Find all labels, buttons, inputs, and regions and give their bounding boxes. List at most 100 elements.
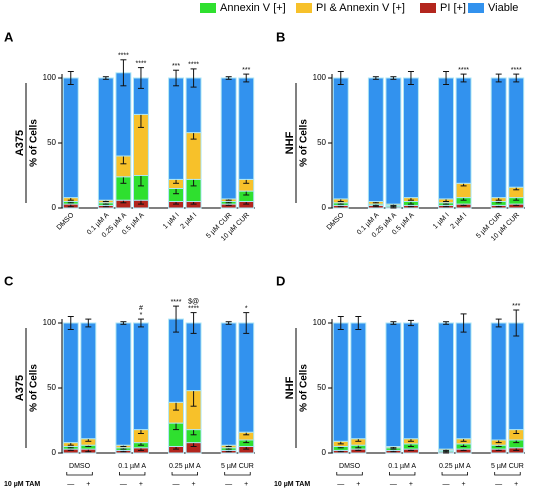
bar-segment: [97, 77, 114, 201]
error-bar: [407, 71, 414, 85]
error-bar: [495, 73, 502, 83]
panel-letter: C: [4, 273, 14, 288]
group-label: 5 µM CUR: [221, 463, 254, 470]
treatment-sign: —: [120, 481, 127, 488]
bar-segment: [80, 322, 97, 440]
significance: ***: [242, 67, 250, 74]
significance: ****: [188, 305, 199, 312]
error-bar: [390, 76, 397, 80]
cell-line: NHF: [284, 376, 296, 399]
legend-swatch: [200, 3, 216, 13]
group-bracket: [441, 472, 468, 476]
error-bar: [102, 76, 109, 80]
bar-segment: [220, 322, 237, 446]
group-label: 0.1 µM A: [388, 463, 416, 470]
group-bracket: [171, 472, 198, 476]
legend-swatch: [468, 3, 484, 13]
y-tick-label: 50: [47, 138, 56, 147]
bar-segment: [490, 77, 507, 199]
error-bar: [372, 76, 379, 80]
legend-label: Annexin V [+]: [220, 2, 286, 14]
x-tick-label: DMSO: [56, 211, 76, 231]
y-tick-label: 0: [322, 203, 327, 212]
error-bar: [355, 316, 362, 330]
group-label: 0.25 µM A: [169, 463, 201, 470]
significance: ****: [118, 53, 129, 60]
error-bar: [513, 309, 520, 337]
error-bar: [225, 321, 232, 325]
treatment-sign: —: [173, 481, 180, 488]
y-tick-label: 100: [43, 318, 57, 327]
treatment-sign: —: [67, 481, 74, 488]
error-bar: [190, 312, 197, 334]
bar-segment: [332, 77, 349, 200]
group-label: 5 µM CUR: [491, 463, 524, 470]
bar-segment: [508, 77, 525, 188]
treatment-sign: +: [86, 481, 90, 488]
group-label: DMSO: [69, 463, 91, 470]
bar-segment: [132, 322, 149, 431]
bar-segment: [385, 322, 402, 447]
significance: #: [139, 305, 143, 312]
bar-segment: [490, 322, 507, 441]
treatment-sign: +: [514, 481, 518, 488]
group-bracket: [336, 472, 363, 476]
error-bar: [120, 321, 127, 325]
error-bar: [190, 68, 197, 88]
error-bar: [225, 76, 232, 80]
significance: *: [245, 305, 248, 312]
x-tick-label: 1 µM I: [162, 212, 181, 231]
error-bar: [67, 71, 74, 85]
error-bar: [495, 318, 502, 328]
group-label: 0.1 µM A: [118, 463, 146, 470]
y-tick-label: 0: [322, 448, 327, 457]
error-bar: [173, 305, 180, 333]
significance: ***: [512, 303, 520, 310]
y-tick-label: 50: [317, 138, 326, 147]
y-tick-label: 0: [52, 203, 57, 212]
error-bar: [443, 321, 450, 325]
y-axis-label: % of Cells: [299, 364, 310, 412]
error-bar: [460, 313, 467, 333]
bar-segment: [367, 77, 384, 202]
bar-segment: [455, 322, 472, 440]
bar-segment: [238, 77, 255, 180]
bar-segment: [350, 322, 367, 440]
error-bar: [120, 59, 127, 87]
significance: ****: [511, 67, 522, 74]
y-tick-label: 50: [317, 383, 326, 392]
significance: $@: [188, 298, 199, 305]
treatment-sign: +: [139, 481, 143, 488]
y-axis-label: % of Cells: [29, 119, 40, 167]
error-bar: [243, 312, 250, 334]
error-bar: [390, 321, 397, 325]
x-tick-label: 2 µM I: [180, 212, 199, 231]
significance: *: [140, 312, 143, 319]
treatment-label: 10 µM TAM: [4, 481, 40, 488]
treatment-label: 10 µM TAM: [274, 481, 310, 488]
error-bar: [407, 319, 414, 327]
cell-line: A375: [14, 130, 26, 156]
treatment-sign: +: [356, 481, 360, 488]
y-axis-label: % of Cells: [29, 364, 40, 412]
legend-label: Viable: [488, 2, 518, 14]
treatment-sign: —: [337, 481, 344, 488]
treatment-sign: +: [462, 481, 466, 488]
group-label: DMSO: [339, 463, 361, 470]
error-bar: [443, 71, 450, 85]
error-bar: [460, 73, 467, 83]
legend-swatch: [296, 3, 312, 13]
bar-segment: [220, 77, 237, 200]
bar-segment: [115, 322, 132, 446]
y-tick-label: 100: [43, 73, 57, 82]
panel-letter: D: [276, 273, 285, 288]
treatment-sign: —: [495, 481, 502, 488]
y-tick-label: 100: [313, 73, 327, 82]
cell-line: A375: [14, 375, 26, 401]
x-tick-label: 2 µM I: [450, 212, 469, 231]
y-tick-label: 100: [313, 318, 327, 327]
group-bracket: [119, 472, 146, 476]
bar-segment: [402, 322, 419, 440]
error-bar: [137, 318, 144, 328]
